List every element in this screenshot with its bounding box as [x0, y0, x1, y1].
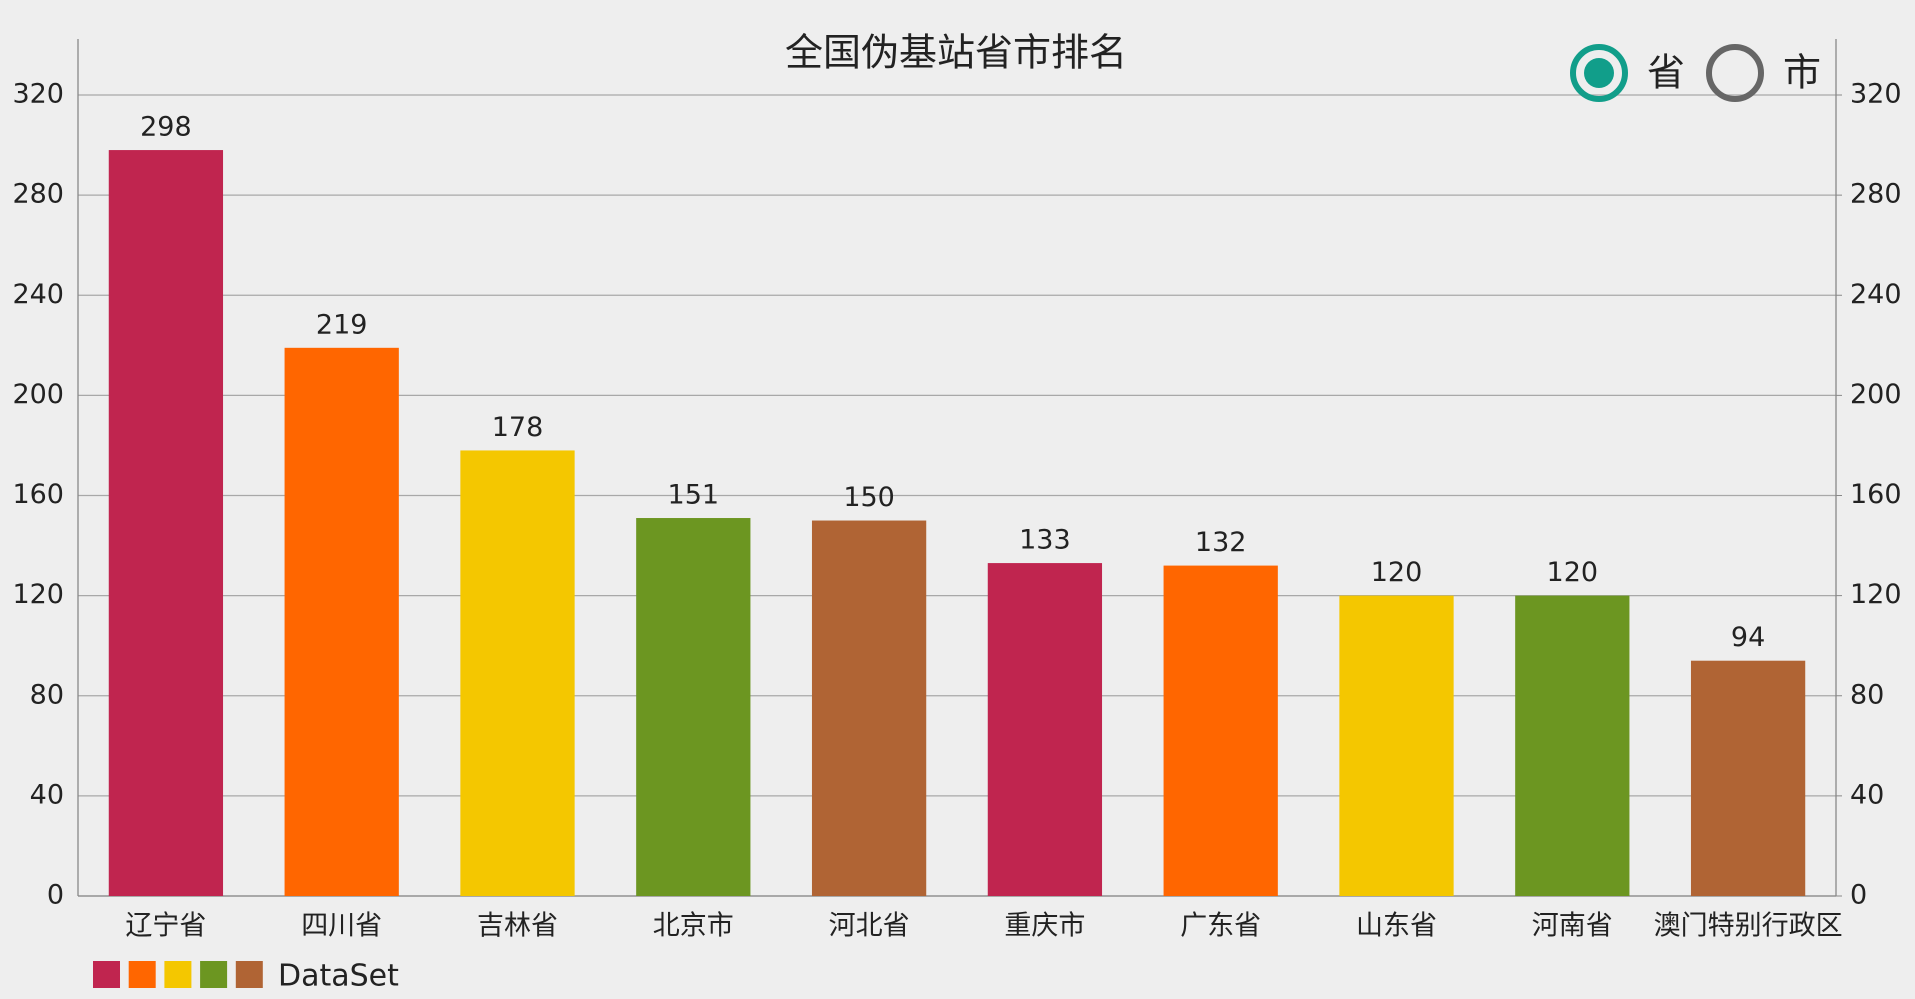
y-tick-label: 200	[12, 379, 64, 410]
y-tick-label: 40	[30, 779, 64, 810]
x-tick-label: 重庆市	[1004, 911, 1085, 942]
radio-button[interactable]	[1706, 44, 1764, 102]
bar	[987, 563, 1103, 896]
x-tick-label: 辽宁省	[125, 911, 206, 942]
y2-tick-label: 120	[1850, 579, 1902, 610]
y2-tick-label: 200	[1850, 379, 1902, 410]
radio-label[interactable]: 市	[1783, 51, 1821, 95]
x-tick-label: 山东省	[1356, 911, 1437, 942]
value-label: 219	[316, 309, 368, 340]
bar	[460, 450, 575, 896]
y-tick-label: 320	[12, 79, 64, 110]
value-label: 298	[140, 112, 192, 143]
radio-button[interactable]	[1570, 44, 1628, 102]
value-label: 94	[1731, 622, 1765, 653]
y2-tick-label: 0	[1850, 880, 1867, 911]
y-tick-label: 0	[47, 880, 64, 911]
legend-swatch	[235, 961, 263, 988]
y-tick-label: 80	[30, 679, 64, 710]
bar	[811, 520, 927, 896]
value-label: 151	[668, 480, 720, 511]
legend-swatch	[164, 961, 192, 988]
bar	[108, 150, 224, 897]
y2-tick-label: 80	[1850, 679, 1884, 710]
y2-tick-label: 280	[1850, 179, 1902, 210]
x-tick-label: 北京市	[653, 911, 734, 942]
legend-swatch	[200, 961, 228, 988]
y-tick-label: 120	[12, 579, 64, 610]
legend-swatch	[128, 961, 156, 988]
y2-tick-label: 40	[1850, 779, 1884, 810]
y-tick-label: 280	[12, 179, 64, 210]
y-tick-label: 240	[12, 279, 64, 310]
value-label: 120	[1547, 557, 1599, 588]
x-tick-label: 四川省	[301, 911, 382, 942]
bar	[1339, 595, 1454, 896]
value-label: 150	[843, 482, 895, 513]
y2-tick-label: 160	[1850, 479, 1902, 510]
radio-label[interactable]: 省	[1647, 51, 1685, 95]
y-tick-label: 160	[12, 479, 64, 510]
x-tick-label: 广东省	[1180, 911, 1261, 942]
bar	[1515, 595, 1630, 896]
radio-dot[interactable]	[1584, 58, 1614, 88]
bar	[1163, 565, 1278, 896]
y2-tick-label: 320	[1850, 79, 1902, 110]
bar	[284, 347, 399, 896]
y2-tick-label: 240	[1850, 279, 1902, 310]
x-tick-label: 澳门特别行政区	[1654, 911, 1843, 942]
legend-label: DataSet	[278, 959, 399, 994]
legend-swatch	[93, 961, 120, 988]
bar	[1690, 660, 1806, 896]
chart-title: 全国伪基站省市排名	[785, 31, 1127, 75]
value-label: 133	[1019, 525, 1071, 556]
value-label: 178	[492, 412, 544, 443]
x-tick-label: 河北省	[829, 911, 910, 942]
x-tick-label: 吉林省	[477, 911, 558, 942]
value-label: 132	[1195, 527, 1247, 558]
value-label: 120	[1371, 557, 1423, 588]
x-tick-label: 河南省	[1532, 911, 1613, 942]
bar	[636, 518, 751, 896]
